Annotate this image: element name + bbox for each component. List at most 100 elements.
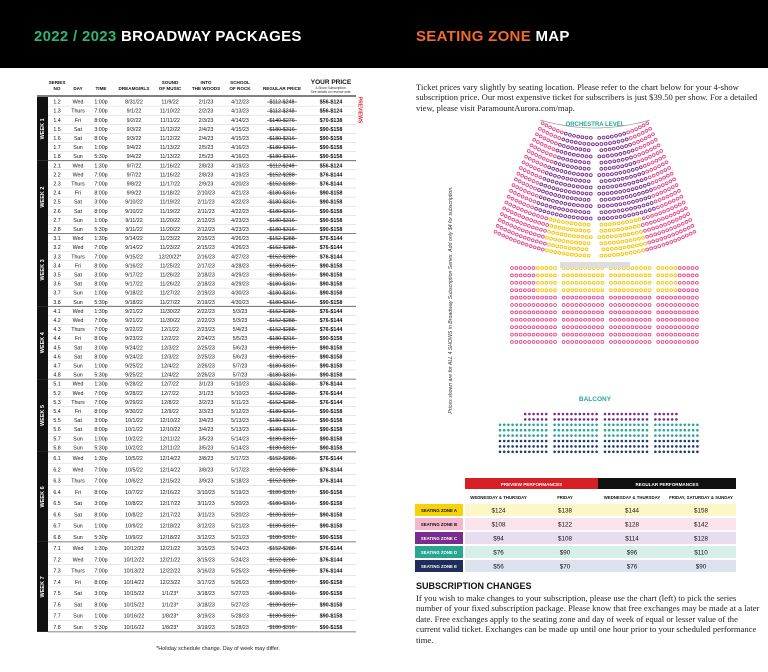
seat (603, 166, 608, 171)
seat (583, 310, 587, 315)
cell: $76-$144 (320, 391, 343, 397)
column-header: DREAMGIRLS (119, 86, 150, 91)
seat (553, 418, 556, 421)
cell: $180-$316 (269, 512, 294, 518)
seat (639, 325, 643, 330)
cell: 12/15/22 (160, 479, 181, 485)
seat (632, 237, 637, 242)
seat (632, 193, 637, 197)
cell: Sat (74, 501, 82, 507)
cell: 3.4 (53, 263, 60, 269)
seat (596, 332, 600, 337)
seat (596, 325, 600, 330)
seat (543, 228, 547, 233)
cell: 3/2/23 (199, 400, 214, 406)
zone-price: $144 (625, 508, 640, 515)
seat (549, 236, 553, 241)
seat (514, 177, 518, 182)
seat (544, 423, 548, 427)
seat (557, 423, 561, 427)
seat (695, 340, 699, 344)
seat (559, 200, 564, 205)
seat (557, 174, 561, 179)
cell: Fri (75, 409, 81, 415)
cell: 2/15/23 (197, 236, 215, 242)
cell: $180-$316 (269, 191, 294, 197)
cell: $152-$288 (269, 456, 294, 462)
cell: $76-$144 (320, 236, 343, 242)
cell: Thurs (71, 327, 85, 333)
seat (530, 172, 535, 176)
seat (638, 125, 642, 130)
seat (580, 154, 585, 158)
cell: 9/2/22 (127, 118, 142, 124)
seat (550, 211, 555, 216)
seat (632, 134, 637, 139)
cell: $152-$288 (269, 327, 294, 333)
seat (597, 173, 602, 177)
cell: 5/27/23 (231, 591, 249, 597)
seat (657, 164, 661, 169)
cell: Thurs (71, 254, 85, 260)
seat (580, 185, 584, 189)
seat (523, 303, 527, 307)
seat (616, 252, 620, 257)
seat (643, 332, 648, 337)
seat (538, 155, 542, 159)
seat (514, 332, 519, 337)
seat (539, 182, 544, 187)
seat (614, 246, 618, 251)
seat (518, 303, 523, 307)
cell: 12/17/22 (160, 512, 181, 518)
cell: $180-$316 (269, 445, 294, 451)
seat (535, 132, 539, 137)
seat (522, 168, 527, 172)
seat (586, 412, 590, 416)
seat (518, 332, 523, 337)
seat (609, 288, 613, 293)
cell: 3/5/23 (199, 445, 214, 451)
cell: $140-$276 (269, 118, 294, 124)
seat (625, 156, 629, 161)
cell: 11/11/22 (160, 118, 180, 124)
seat (576, 215, 580, 220)
seat (538, 240, 543, 245)
cell: $90-$158 (320, 154, 343, 160)
cell: $180-$316 (269, 418, 294, 424)
seat (596, 295, 600, 300)
week-band (37, 233, 48, 307)
changes-text: If you wish to make changes to your subs… (416, 593, 760, 645)
cell: $180-$316 (269, 200, 294, 206)
seat (673, 340, 678, 344)
seat (561, 423, 565, 427)
seat (686, 212, 690, 216)
seat (574, 310, 579, 315)
seat (531, 179, 536, 183)
seat (634, 147, 639, 151)
cell: 5/20/23 (231, 512, 249, 518)
seat (609, 280, 613, 285)
cell: Sun (73, 291, 82, 297)
seat (695, 273, 699, 278)
seat (686, 280, 691, 285)
seat (567, 189, 572, 194)
seat (568, 132, 572, 137)
zone-price: $110 (694, 550, 708, 557)
cell: 10/12/22 (124, 546, 145, 552)
seat (527, 266, 532, 270)
seat (617, 273, 622, 278)
seat (610, 215, 614, 220)
cell: $180-$316 (269, 272, 294, 278)
seat (584, 247, 589, 252)
seat (612, 159, 617, 164)
seat (548, 172, 553, 177)
seat (587, 317, 592, 322)
seat (620, 157, 625, 162)
seat (570, 418, 573, 421)
seat (650, 140, 654, 144)
cell: $180-$316 (269, 227, 294, 233)
seat (510, 196, 515, 201)
seat (603, 228, 608, 233)
seat (576, 247, 581, 251)
seat (565, 445, 569, 448)
